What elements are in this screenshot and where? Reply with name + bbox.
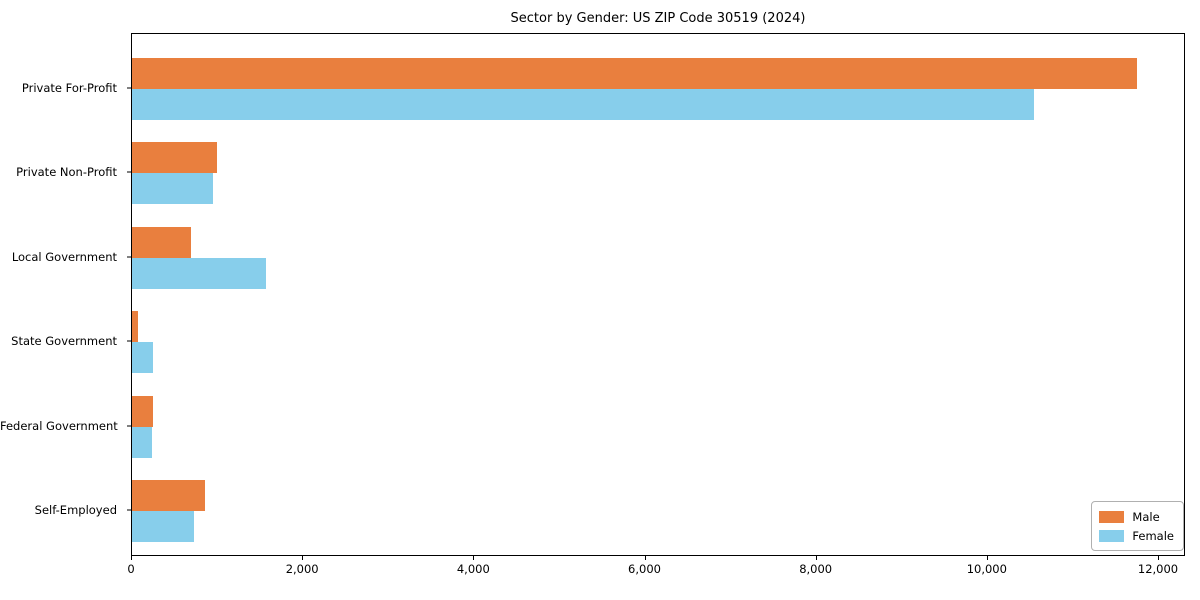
x-tick-mark [986,556,988,560]
legend-label-male: Male [1132,509,1160,524]
x-tick-mark [644,556,646,560]
bar-male-self-employed [132,480,205,511]
bar-female-federal-government [132,426,152,458]
x-tick-mark [131,556,132,560]
y-tick-mark [127,509,131,511]
legend-label-female: Female [1132,528,1174,543]
bar-male-private-for-profit [132,58,1137,89]
legend: Male Female [1091,501,1184,551]
x-tick-label-10000: 10,000 [966,562,1007,576]
bar-male-state-government [132,311,138,343]
x-tick-label-12000: 12,000 [1137,562,1179,576]
female-series-swatch [1099,529,1125,542]
x-tick-mark [815,556,817,560]
x-tick-label-0: 0 [127,562,135,576]
bar-female-private-non-profit [132,173,213,205]
y-tick-mark [127,425,131,427]
y-tick-mark [127,87,131,89]
bar-female-self-employed [132,511,194,542]
y-tick-mark [127,171,131,173]
bar-female-private-for-profit [132,89,1034,120]
y-tick-label-federal-government: Federal Government [0,418,118,433]
x-tick-label-8000: 8,000 [799,562,833,576]
y-tick-mark [127,256,131,258]
x-tick-mark [1158,556,1159,560]
bar-male-local-government [132,226,191,258]
legend-item-male: Male [1099,507,1174,526]
x-tick-label-6000: 6,000 [628,562,661,576]
x-tick-label-4000: 4,000 [456,562,490,576]
x-tick-label-2000: 2,000 [285,562,319,576]
bar-male-private-non-profit [132,142,217,174]
chart-title: Sector by Gender: US ZIP Code 30519 (202… [510,11,806,26]
x-tick-mark [473,556,475,560]
male-series-swatch [1099,510,1125,523]
bar-female-state-government [132,342,153,374]
y-tick-label-self-employed: Self-Employed [34,503,117,517]
x-tick-mark [302,556,304,560]
bar-male-federal-government [132,395,153,427]
y-tick-label-state-government: State Government [11,334,117,349]
y-tick-label-private-non-profit: Private Non-Profit [16,165,117,180]
legend-item-female: Female [1099,526,1174,545]
bar-female-local-government [132,257,266,289]
y-tick-mark [127,340,131,342]
y-tick-label-private-for-profit: Private For-Profit [21,81,117,95]
plot-area [131,33,1185,556]
y-tick-label-local-government: Local Government [11,249,117,264]
